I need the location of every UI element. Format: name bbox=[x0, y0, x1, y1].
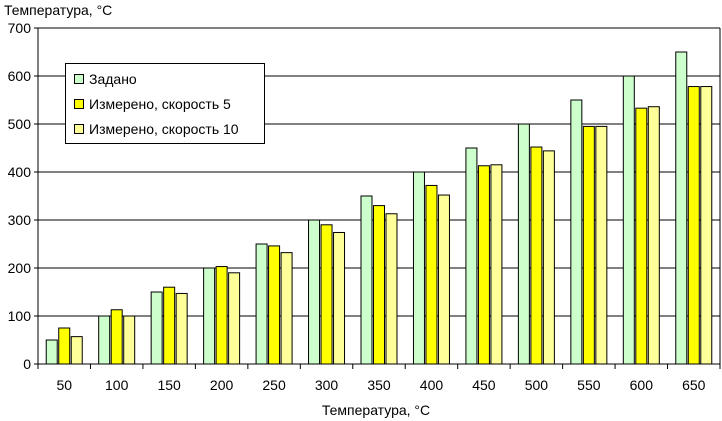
x-tick-label: 600 bbox=[630, 377, 654, 393]
bar-2-50 bbox=[70, 336, 83, 365]
bar-2-300 bbox=[333, 231, 346, 365]
legend-item-1: Измерено, скорость 5 bbox=[74, 95, 231, 113]
bar-0-500 bbox=[517, 123, 530, 365]
bar-0-300 bbox=[308, 219, 321, 365]
bar-0-550 bbox=[570, 99, 583, 365]
bar-0-350 bbox=[360, 195, 373, 365]
y-tick-label: 300 bbox=[8, 212, 32, 228]
y-tick-label: 0 bbox=[23, 356, 31, 372]
bar-1-150 bbox=[163, 286, 176, 365]
bar-0-50 bbox=[45, 339, 58, 365]
bar-2-650 bbox=[700, 86, 713, 365]
y-tick-label: 500 bbox=[8, 116, 32, 132]
x-tick-label: 100 bbox=[105, 377, 129, 393]
bar-2-600 bbox=[647, 106, 660, 365]
y-tick-label: 100 bbox=[8, 308, 32, 324]
bar-0-200 bbox=[203, 267, 216, 365]
x-tick-labels: 50 100 150 200 250 300 350 400 450 500 550 600 650 bbox=[56, 377, 705, 393]
x-tick-label: 150 bbox=[157, 377, 181, 393]
legend-label-1: Измерено, скорость 5 bbox=[89, 96, 231, 112]
legend-swatch-2 bbox=[74, 124, 84, 134]
x-tick-label: 450 bbox=[472, 377, 496, 393]
bar-1-400 bbox=[425, 184, 438, 365]
bar-2-150 bbox=[175, 292, 188, 365]
x-axis-title: Температура, °C bbox=[321, 402, 431, 418]
bar-1-600 bbox=[635, 107, 648, 365]
x-tick-label: 250 bbox=[262, 377, 286, 393]
x-tick-label: 50 bbox=[56, 377, 72, 393]
legend: Задано Измерено, скорость 5 Измерено, ск… bbox=[65, 63, 265, 144]
x-tick-label: 300 bbox=[315, 377, 339, 393]
legend-label-2: Измерено, скорость 10 bbox=[89, 121, 239, 137]
bar-2-400 bbox=[437, 194, 450, 365]
bar-0-250 bbox=[255, 243, 268, 365]
bar-0-150 bbox=[150, 291, 163, 365]
bar-2-250 bbox=[280, 252, 293, 365]
bar-2-450 bbox=[490, 164, 503, 365]
x-tick-label: 550 bbox=[577, 377, 601, 393]
bar-1-550 bbox=[582, 125, 595, 365]
bar-1-350 bbox=[373, 205, 385, 365]
bar-1-300 bbox=[320, 224, 333, 365]
bars bbox=[45, 51, 713, 365]
bar-1-50 bbox=[58, 327, 71, 365]
bar-0-650 bbox=[675, 51, 688, 365]
bar-2-350 bbox=[385, 213, 398, 365]
bar-1-200 bbox=[215, 266, 228, 365]
bar-0-450 bbox=[465, 147, 478, 365]
legend-label-0: Задано bbox=[89, 71, 137, 87]
legend-swatch-0 bbox=[74, 74, 84, 84]
bar-0-400 bbox=[412, 171, 425, 365]
bar-2-500 bbox=[542, 150, 555, 365]
axes bbox=[37, 27, 721, 369]
bar-0-600 bbox=[622, 75, 635, 365]
y-tick-label: 700 bbox=[8, 20, 32, 36]
x-tick-label: 650 bbox=[682, 377, 706, 393]
x-tick-label: 200 bbox=[210, 377, 234, 393]
bar-1-650 bbox=[687, 86, 700, 365]
bar-2-200 bbox=[228, 272, 241, 365]
x-tick-label: 500 bbox=[525, 377, 549, 393]
bar-0-100 bbox=[98, 315, 111, 365]
bar-1-500 bbox=[530, 146, 543, 365]
y-tick-label: 600 bbox=[8, 68, 32, 84]
y-tick-label: 200 bbox=[8, 260, 32, 276]
bar-1-450 bbox=[477, 165, 490, 365]
bar-2-100 bbox=[123, 315, 136, 365]
y-tick-label: 400 bbox=[8, 164, 32, 180]
bar-1-100 bbox=[110, 309, 123, 365]
legend-item-2: Измерено, скорость 10 bbox=[74, 120, 239, 138]
x-tick-label: 350 bbox=[367, 377, 391, 393]
legend-item-0: Задано bbox=[74, 70, 137, 88]
y-tick-labels: 0 100 200 300 400 500 600 700 bbox=[8, 20, 32, 372]
y-axis-title: Температура, °C bbox=[4, 2, 113, 18]
bar-1-250 bbox=[268, 245, 281, 365]
legend-swatch-1 bbox=[74, 99, 84, 109]
bar-2-550 bbox=[595, 125, 608, 365]
x-tick-label: 400 bbox=[420, 377, 444, 393]
